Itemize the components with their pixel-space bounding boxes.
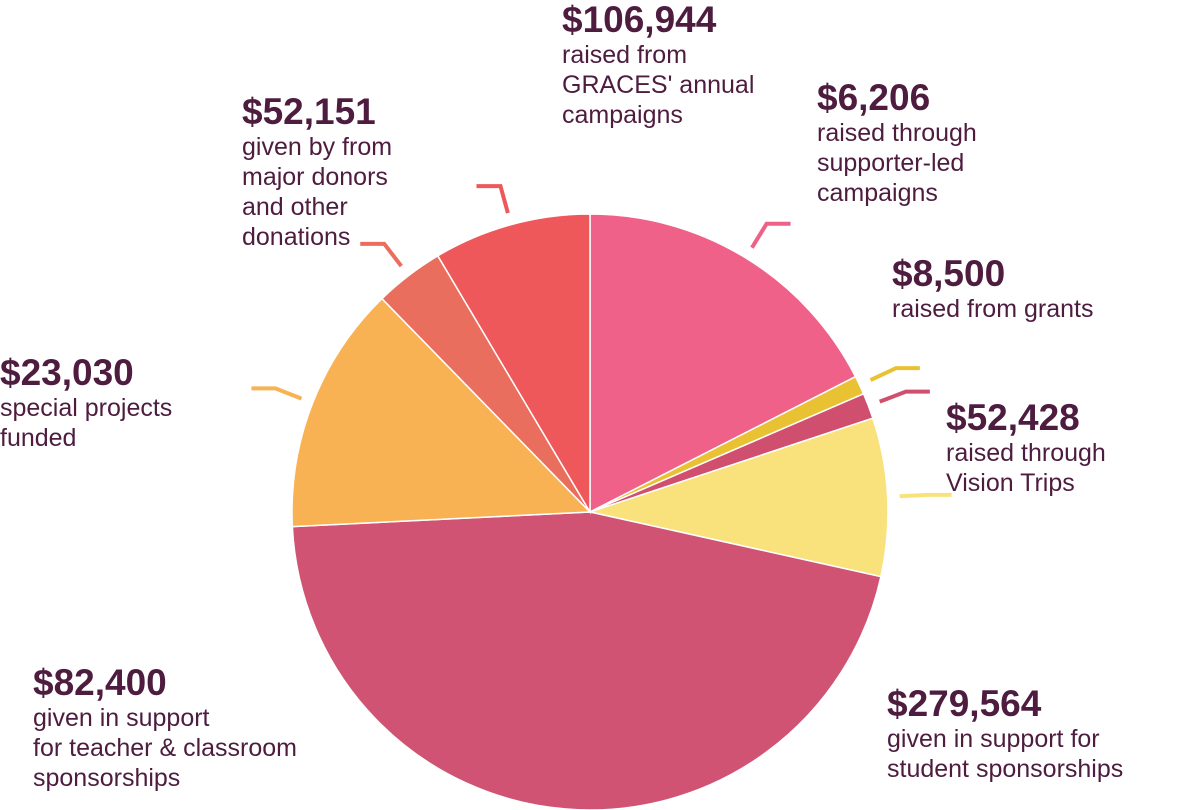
amount-label: $82,400: [33, 662, 167, 703]
slice-label-major-donors: $52,151 given by from major donors and o…: [242, 92, 392, 252]
slice-label-annual-campaigns: $106,944 raised from GRACES' annual camp…: [562, 0, 754, 130]
leader-lines: [251, 184, 952, 499]
amount-label: $52,151: [242, 91, 376, 132]
amount-label: $23,030: [0, 352, 134, 393]
pie-slice: [291, 297, 592, 528]
pie-slice: [589, 213, 857, 514]
slice-label-student-sponsorships: $279,564 given in support for student sp…: [887, 684, 1123, 784]
slice-label-vision-trips: $52,428 raised through Vision Trips: [946, 398, 1106, 498]
description-label: raised through supporter-led campaigns: [817, 119, 977, 207]
amount-label: $6,206: [817, 77, 931, 118]
leader-line: [750, 221, 791, 249]
description-label: given by from major donors and other don…: [242, 133, 393, 251]
slice-label-teacher-classroom: $82,400 given in support for teacher & c…: [33, 663, 297, 793]
pie-slice: [291, 511, 882, 810]
leader-line: [476, 184, 510, 214]
description-label: raised from grants: [892, 295, 1094, 323]
amount-label: $279,564: [887, 683, 1042, 724]
leader-line: [878, 389, 930, 404]
pie-slice: [436, 213, 591, 515]
description-label: special projects funded: [0, 394, 173, 452]
leader-line: [251, 386, 303, 401]
slice-label-supporter-led: $6,206 raised through supporter-led camp…: [817, 78, 977, 208]
pie-slices: [291, 213, 889, 810]
pie-slice: [587, 417, 889, 578]
description-label: given in support for student sponsorship…: [887, 725, 1124, 783]
description-label: raised through Vision Trips: [946, 439, 1106, 497]
description-label: given in support for teacher & classroom…: [33, 704, 297, 792]
amount-label: $106,944: [562, 0, 717, 40]
amount-label: $8,500: [892, 253, 1006, 294]
slice-label-special-projects: $23,030 special projects funded: [0, 353, 172, 453]
slice-label-grants: $8,500 raised from grants: [892, 254, 1093, 324]
leader-line: [360, 241, 403, 268]
amount-label: $52,428: [946, 397, 1080, 438]
leader-line: [869, 366, 920, 382]
leader-line: [899, 492, 952, 499]
description-label: raised from GRACES' annual campaigns: [562, 41, 755, 129]
